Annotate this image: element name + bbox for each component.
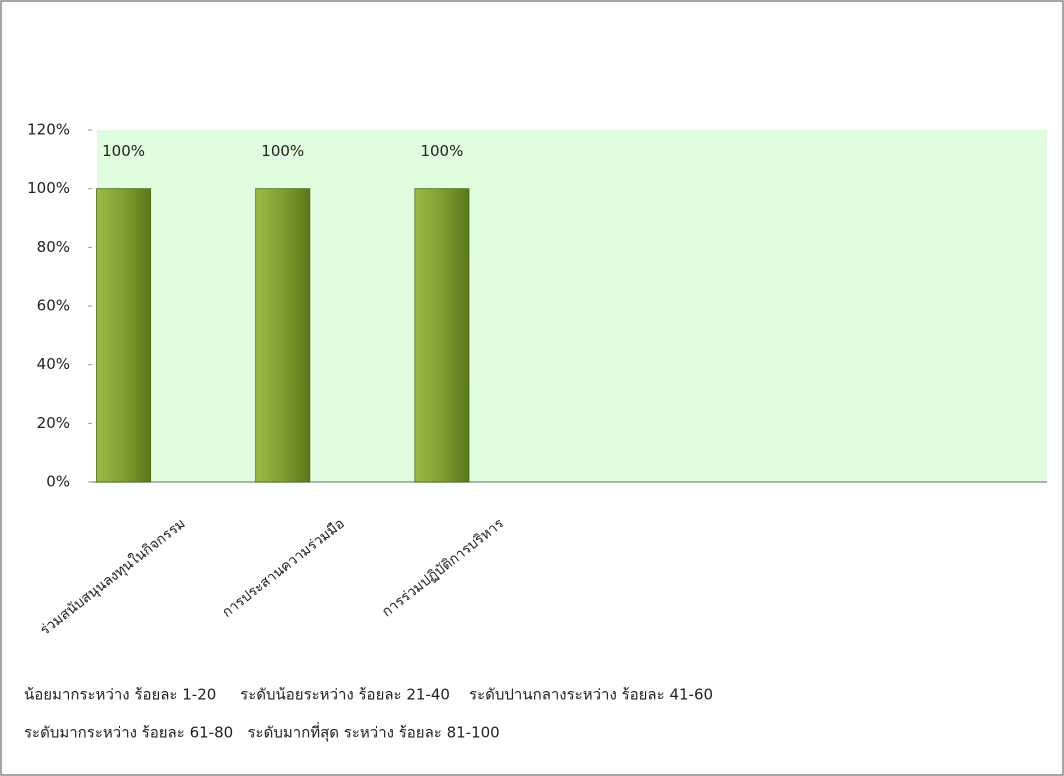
note: น้อยมากระหว่าง ร้อยละ 1-20 ระดับน้อยระหว… [24,686,713,704]
bar [97,189,151,482]
y-tick-label: 100% [27,179,70,197]
y-tick-label: 120% [27,121,70,139]
y-tick-label: 40% [37,355,70,373]
y-tick-label: 20% [37,414,70,432]
value-label: 100% [261,142,304,160]
chart: น้อยมากระหว่าง ร้อยละ 1-20 ระดับน้อยระหว… [0,0,1064,776]
y-tick-label: 0% [46,473,70,491]
bar [415,189,469,482]
note: ระดับมากระหว่าง ร้อยละ 61-80 ระดับมากที่… [24,722,500,743]
value-label: 100% [420,142,463,160]
y-tick-label: 60% [37,297,70,315]
bar [256,189,310,482]
value-label: 100% [102,142,145,160]
y-tick-label: 80% [37,238,70,256]
plot-area [97,130,1047,482]
